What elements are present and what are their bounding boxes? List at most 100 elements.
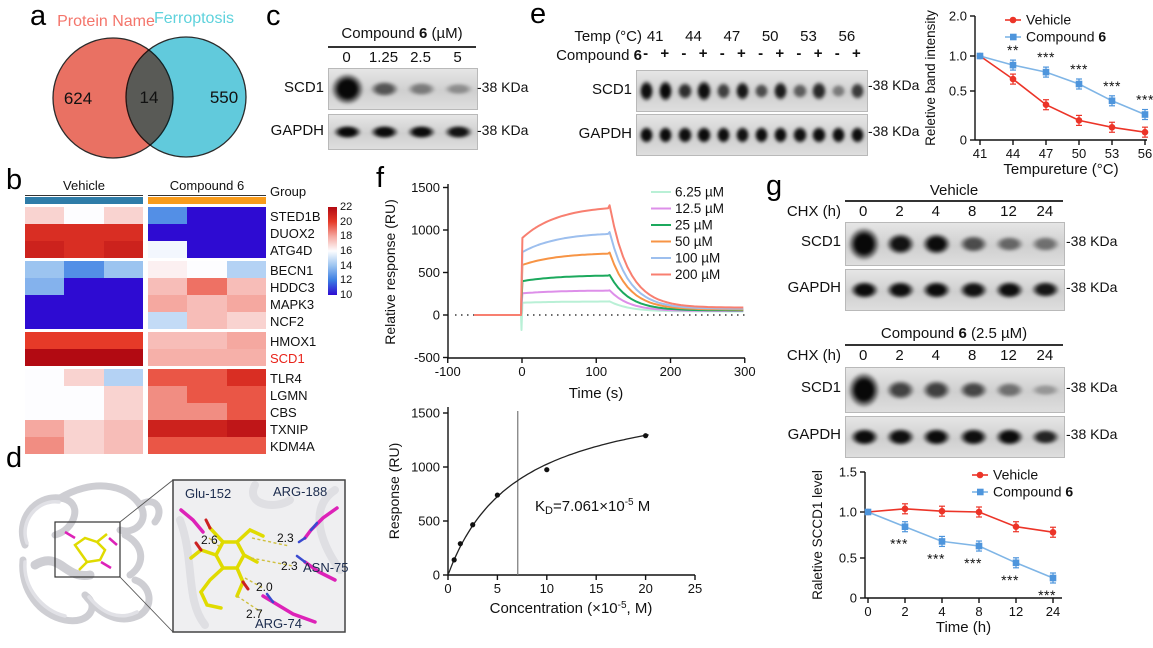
data-point [901,505,909,513]
blot-band [677,81,693,101]
bond-distance: 2.6 [201,533,218,547]
heatmap-cell [103,420,143,437]
venn-set2-count: 550 [210,88,238,107]
blot-band [658,80,674,102]
heatmap-cell [187,261,227,278]
heatmap-cell [103,332,143,349]
blot-band [958,428,988,446]
x-axis-label: Concentration (×10-5, M) [490,600,653,617]
panel-d-letter: d [6,442,23,474]
heatmap-cell [226,369,266,386]
blot-band [922,428,952,446]
heatmap-group-header: Vehicle [63,178,105,193]
label-bold-text: 6 [418,25,428,42]
heatmap-header-underline [25,195,143,197]
heatmap-cell [25,207,65,224]
panel-e-gapdh-marker: -38 KDa [868,123,920,139]
heatmap-cell [64,278,104,295]
heatmap-cell [148,312,188,329]
panel-g-gapdh-marker: -38 KDa [1066,426,1118,442]
data-point [1042,101,1050,109]
y-tick-label: 500 [418,514,440,529]
label-bold-text: 6 [633,47,642,64]
significance-label: ** [1007,42,1019,58]
heatmap-cell [187,369,227,386]
x-tick-label: 24 [1046,604,1060,619]
heatmap-cell [103,278,143,295]
heatmap-row-label: BECN1 [270,262,314,278]
heatmap-cell [226,312,266,329]
label-text: Compound [880,325,959,342]
heatmap-cell [226,420,266,437]
heatmap-row-label: HDDC3 [270,279,315,295]
y-tick-label: -500 [414,350,440,365]
series-line [979,55,1146,116]
data-point [1049,528,1057,536]
significance-label: *** [1136,92,1153,108]
heatmap-cell [226,437,266,454]
panel-g-time-label: 0 [858,347,868,364]
fit-curve [447,434,649,574]
panel-g-time-label: 2 [895,203,904,220]
heatmap-cell [187,295,227,312]
series-line [979,55,1146,133]
zoom-selection-box [54,521,121,578]
significance-label: *** [1070,61,1088,77]
y-tick-label: 0 [960,133,967,148]
data-point [457,541,463,547]
heatmap-cell [25,224,65,241]
panel-f-letter: f [376,162,385,194]
y-axis-label: Raletive SCCD1 level [810,470,825,600]
x-tick-label: 44 [1006,146,1020,161]
heatmap-cell [148,332,188,349]
data-point [864,508,872,516]
panel-c-title-underline [328,46,476,48]
inset-background-ribbon [176,481,344,629]
panel-g-gapdh-label: GAPDH [787,279,841,296]
heatmap-cell [187,207,227,224]
panel-c-dose-label: 0 [342,49,351,66]
heatmap-cell [148,241,188,258]
heatmap-row-label: TXNIP [270,421,309,437]
venn-overlap-count: 14 [140,88,159,107]
blot-band [715,126,731,144]
x-tick-label: 25 [688,581,702,596]
data-point [470,522,476,528]
heatmap-cell [187,420,227,437]
panel-b-letter: b [6,164,23,196]
panel-g-chx-label: CHX (h) [786,203,841,220]
heatmap-row-label: SCD1 [270,350,305,366]
panel-e-temp-value: 44 [685,28,702,45]
residue-label: ARG-74 [255,616,302,631]
legend-label: 6.25 µM [675,185,724,200]
heatmap-cell [64,420,104,437]
blot-band [696,80,712,102]
blot-band [847,372,881,408]
heatmap-row-label: TLR4 [270,370,302,386]
heatmap-row-label: CBS [270,404,297,420]
legend-label: 25 µM [675,218,713,233]
panel-c-gapdh-label: GAPDH [270,122,324,139]
heatmap: Vehicle Compound 6 Group STED1B DUOX2 ATG4D BE… [25,178,365,470]
residue-label: ARG-188 [273,484,327,499]
panel-g-scd1-marker: -38 KDa [1066,233,1118,249]
panel-g-time-label: 12 [1000,347,1017,364]
panel-g-time-label: 24 [1036,203,1054,220]
heatmap-cell [25,312,65,329]
heatmap-cell [187,349,227,366]
heatmap-cell [103,261,143,278]
data-point [1012,559,1020,567]
blot-band [922,232,952,256]
heatmap-cell [25,403,65,420]
blot-band [885,233,916,255]
x-tick-label: 56 [1138,146,1152,161]
panel-g-time-label: 8 [967,347,977,364]
x-tick-label: 53 [1105,146,1119,161]
bond-distance: 2.3 [281,559,298,573]
data-point [1108,97,1116,105]
blot-membrane [845,367,1065,413]
blot-membrane [328,114,478,150]
heatmap-cell [103,207,143,224]
y-axis-label: Relative response (RU) [382,199,398,345]
